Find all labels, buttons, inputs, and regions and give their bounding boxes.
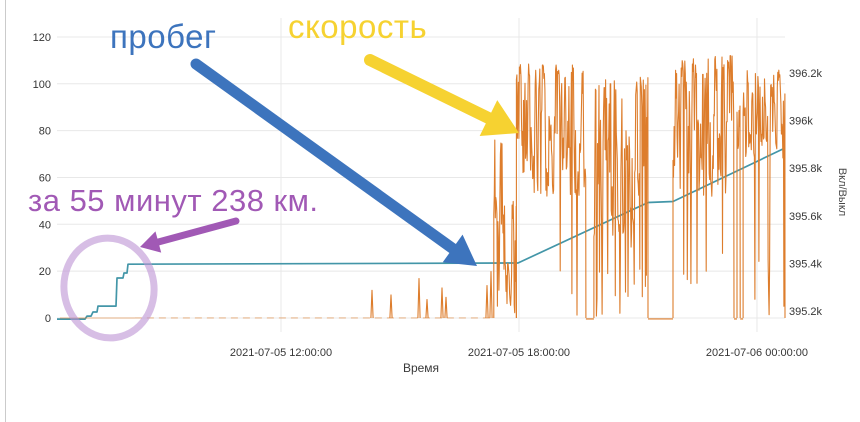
speed-arrow-head (479, 100, 519, 137)
speed-series-line (593, 76, 649, 319)
x-axis-title: Время (403, 361, 439, 375)
speed-spike (425, 299, 429, 319)
mileage-series-line (57, 147, 786, 320)
speed-spike (440, 287, 444, 319)
y-right-tick-label: 395.4k (789, 258, 823, 270)
y-right-axis-title: Вкл/Выкл (836, 168, 848, 216)
note-arrow-head (140, 231, 162, 253)
y-left-tick-label: 60 (39, 172, 51, 184)
highlight-circle (60, 234, 158, 342)
speed-series-line (742, 69, 786, 319)
speed-annotation-label: скорость (288, 8, 428, 45)
speed-spike (417, 278, 421, 319)
y-left-tick-label: 120 (33, 32, 51, 44)
mileage-arrow (190, 58, 459, 254)
window-left-edge (5, 0, 6, 422)
speed-spike (485, 285, 489, 319)
x-tick-label: 2021-07-06 00:00:00 (706, 347, 808, 359)
speed-spike (370, 289, 374, 319)
speed-spike (444, 296, 448, 319)
speed-series-line (736, 105, 741, 319)
speed-series-line (493, 139, 517, 319)
y-left-tick-label: 40 (39, 219, 51, 231)
grid-layer (57, 18, 785, 332)
y-left-tick-label: 20 (39, 266, 51, 278)
y-left-tick-label: 100 (33, 79, 51, 91)
y-left-tick-label: 80 (39, 126, 51, 138)
y-right-tick-label: 395.8k (789, 163, 823, 175)
y-right-tick-label: 395.6k (789, 211, 823, 223)
mileage-arrow-head (442, 234, 477, 266)
distance-note-annotation-label: за 55 минут 238 км. (28, 183, 319, 218)
y-right-tick-label: 396k (789, 116, 813, 128)
speed-series-line (515, 63, 587, 319)
y-right-tick-label: 395.2k (789, 306, 823, 318)
annotation-layer (60, 54, 519, 342)
note-arrow (154, 217, 240, 246)
y-left-tick-label: 0 (45, 313, 51, 325)
x-tick-label: 2021-07-05 12:00:00 (230, 347, 332, 359)
speed-arrow (364, 54, 495, 125)
speed-series-line (672, 55, 735, 319)
speed-spike (489, 271, 493, 319)
x-tick-label: 2021-07-05 18:00:00 (468, 347, 570, 359)
y-right-tick-label: 396.2k (789, 68, 823, 80)
speed-spike (389, 294, 393, 319)
mileage-annotation-label: пробег (110, 18, 217, 55)
tick-layer: 0 20 40 60 80 100 120 395.2k 395.4k 395.6k 395.8k 3… (33, 32, 823, 359)
